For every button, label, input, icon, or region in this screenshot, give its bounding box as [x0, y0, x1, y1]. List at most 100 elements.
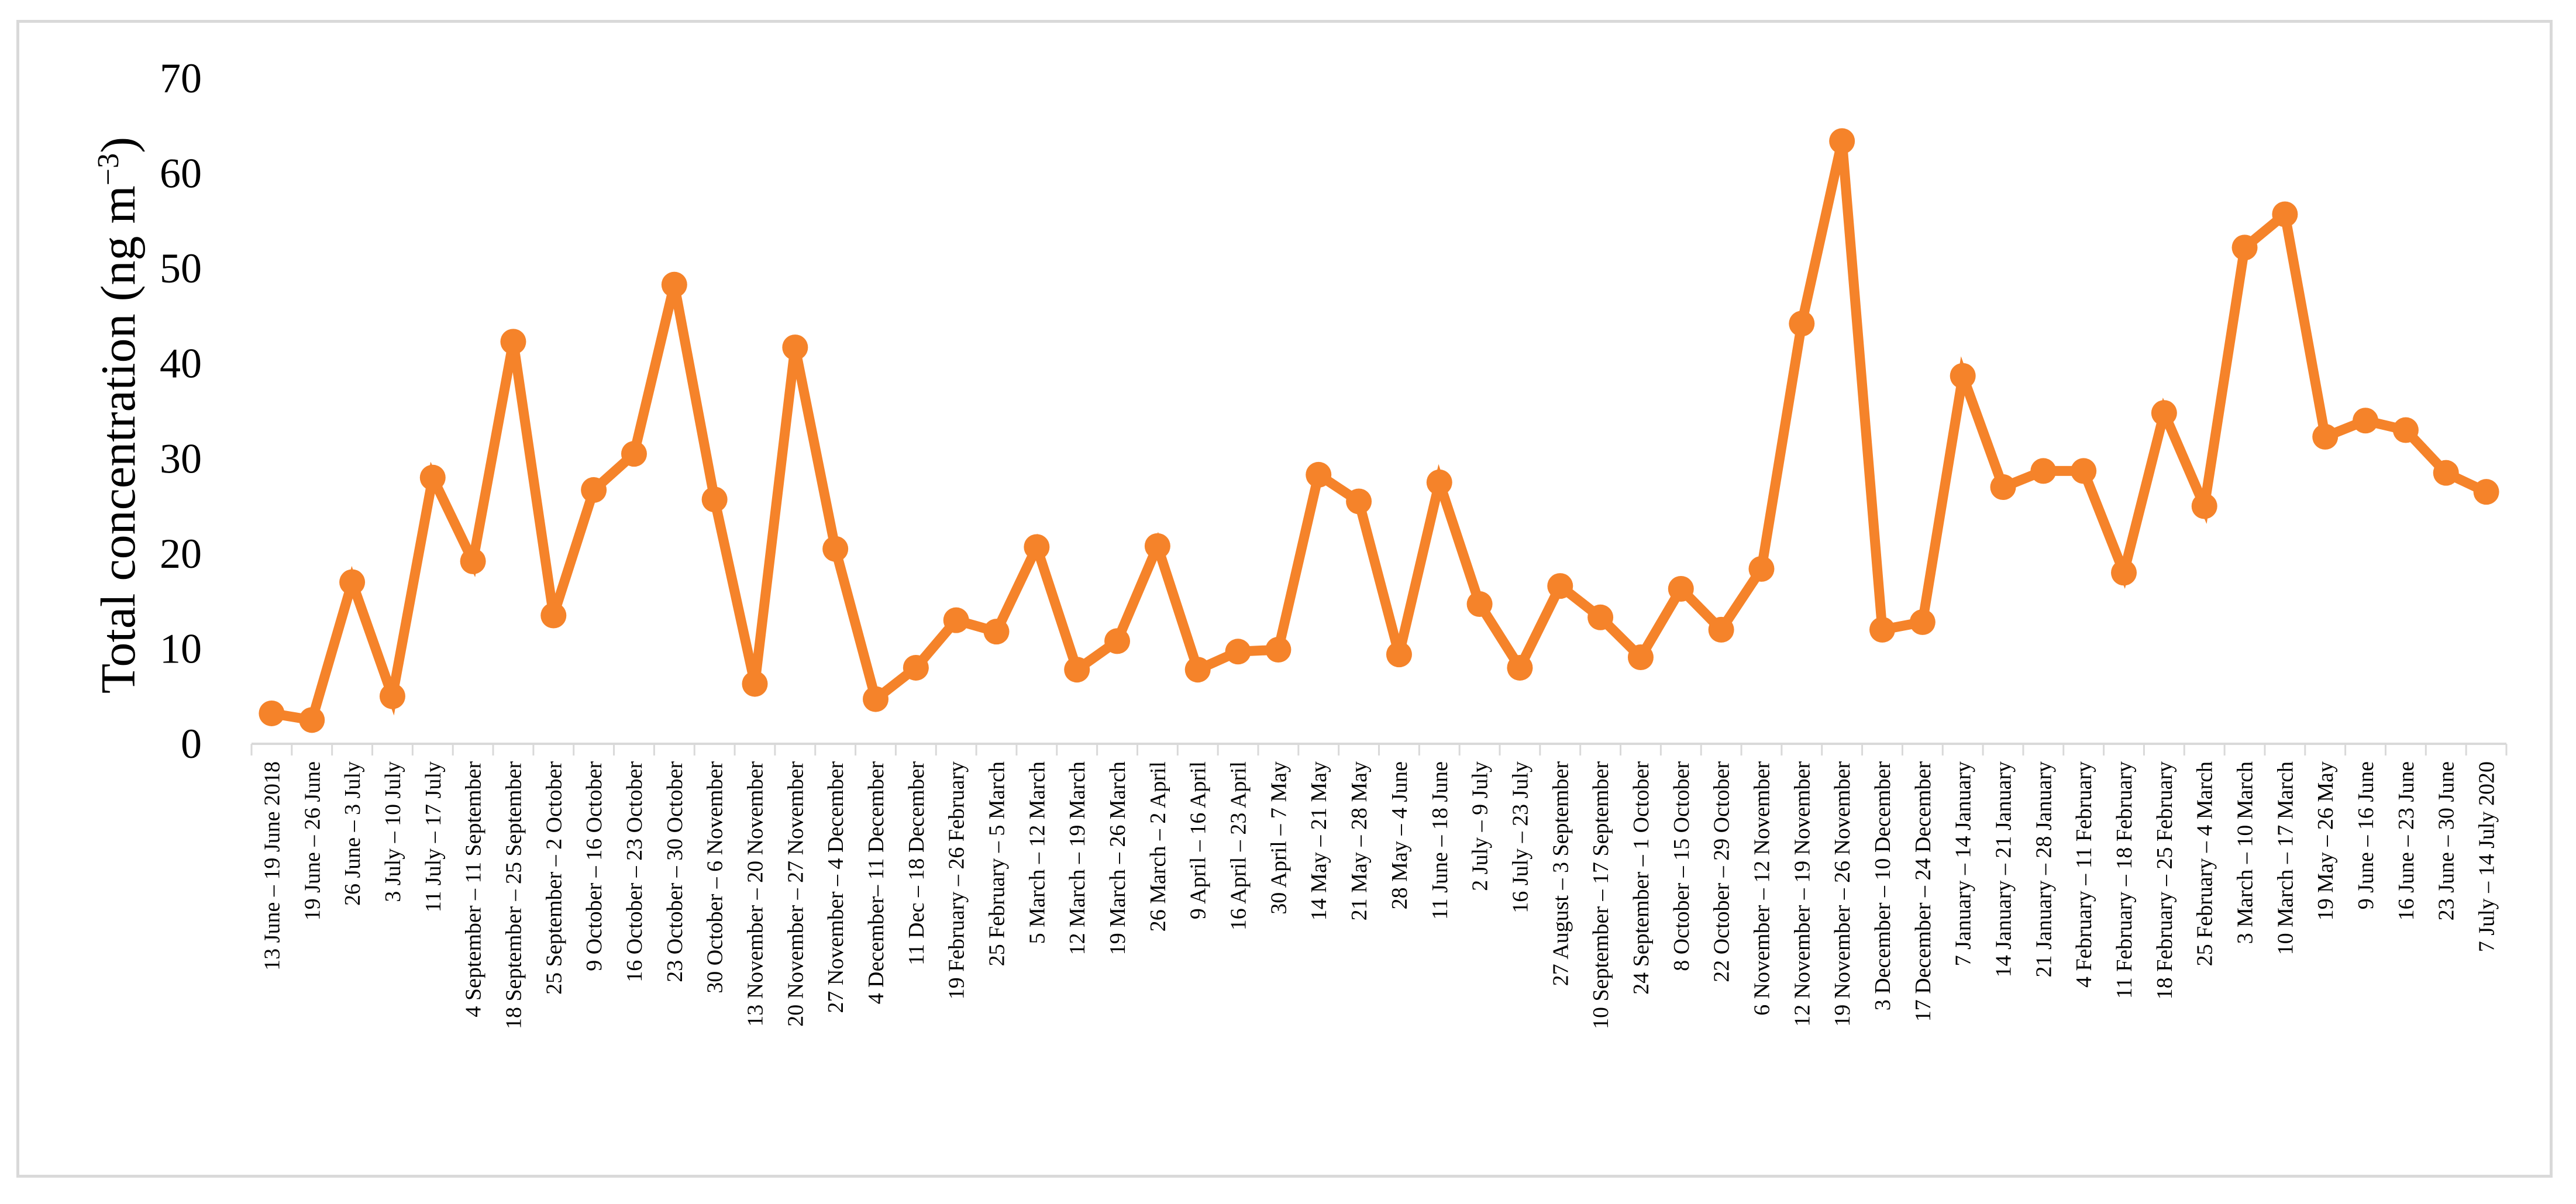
x-tick-label: 13 November – 20 November — [743, 761, 767, 1027]
data-point — [1950, 363, 1976, 389]
x-tick-label: 14 January – 21 January — [1992, 761, 2016, 977]
y-tick-label: 70 — [160, 55, 202, 102]
data-point — [822, 536, 849, 562]
data-point — [500, 329, 526, 355]
x-tick-label: 3 July – 10 July — [381, 761, 405, 902]
x-tick-label: 14 May – 21 May — [1307, 761, 1331, 920]
x-tick-label: 16 April – 23 April — [1227, 761, 1251, 930]
series-total-concentration — [259, 128, 2499, 733]
x-tick-label: 21 May – 28 May — [1347, 761, 1372, 920]
x-tick-label: 10 March – 17 March — [2273, 761, 2298, 955]
y-tick-label: 20 — [160, 530, 202, 577]
series-line — [271, 140, 2489, 726]
x-tick-label: 17 December – 24 December — [1911, 761, 1936, 1022]
data-point — [1386, 641, 1412, 668]
data-point — [379, 683, 405, 709]
data-point — [2392, 417, 2419, 443]
data-point — [581, 477, 607, 503]
data-point — [1909, 609, 1936, 635]
data-point — [2473, 479, 2499, 505]
data-point — [2071, 458, 2097, 484]
data-point — [1265, 637, 1292, 663]
data-point — [1306, 461, 1332, 488]
data-point — [1990, 474, 2016, 501]
data-point — [1064, 657, 1090, 683]
x-tick-label: 12 November – 19 November — [1790, 761, 1814, 1027]
data-point — [1748, 556, 1775, 582]
data-point — [1104, 628, 1131, 654]
x-tick-label: 4 September – 11 September — [462, 761, 486, 1017]
y-tick-label: 50 — [160, 245, 202, 292]
y-axis-label-text: Total concentration (ng m — [91, 185, 146, 694]
x-tick-label: 19 February – 26 February — [945, 761, 969, 999]
x-tick-label: 20 November – 27 November — [783, 761, 808, 1027]
data-point — [621, 441, 647, 467]
data-point — [1547, 573, 1573, 599]
x-tick-label: 30 April – 7 May — [1266, 761, 1291, 915]
x-tick-label: 23 October – 30 October — [663, 761, 687, 982]
data-point — [983, 619, 1010, 645]
x-tick-label: 11 Dec – 18 December — [904, 761, 929, 965]
data-point — [1708, 616, 1734, 643]
x-tick-label: 9 June – 16 June — [2354, 761, 2378, 909]
x-tick-label: 7 July – 14 July 2020 — [2475, 761, 2499, 952]
x-tick-label: 26 June – 3 July — [340, 761, 365, 906]
x-tick-label: 27 August – 3 September — [1548, 761, 1573, 986]
data-point — [742, 671, 768, 697]
data-point — [540, 602, 567, 629]
y-axis-label: Total concentration (ng m−3) — [91, 137, 146, 694]
x-tick-label: 9 April – 16 April — [1186, 761, 1211, 919]
y-tick-label: 0 — [181, 720, 202, 767]
x-tick-label: 19 May – 26 May — [2313, 761, 2338, 920]
chart-frame — [16, 20, 2553, 1178]
data-point — [460, 548, 486, 574]
x-tick-label: 11 June – 18 June — [1428, 761, 1452, 920]
x-tick-label: 28 May – 4 June — [1387, 761, 1412, 909]
x-tick-label: 16 October – 23 October — [622, 761, 647, 982]
data-point — [1869, 616, 1895, 643]
data-point — [2030, 458, 2057, 484]
x-tick-label: 6 November – 12 November — [1750, 761, 1774, 1016]
y-tick-label: 60 — [160, 150, 202, 197]
x-tick-label: 23 June – 30 June — [2434, 761, 2459, 920]
x-tick-label: 3 December – 10 December — [1871, 761, 1895, 1011]
x-tick-label: 7 January – 14 January — [1951, 761, 1976, 966]
data-point — [782, 334, 808, 361]
x-tick-label: 3 March – 10 March — [2233, 761, 2258, 944]
data-point — [903, 654, 929, 681]
data-point — [2272, 201, 2298, 227]
x-tick-label: 26 March – 2 April — [1146, 761, 1170, 932]
x-tick-label: 10 September – 17 September — [1589, 761, 1613, 1029]
data-point — [1507, 654, 1533, 681]
x-tick-label: 11 July – 17 July — [421, 761, 446, 912]
data-point — [259, 700, 285, 726]
x-tick-label: 8 October – 15 October — [1669, 761, 1694, 971]
data-point — [2353, 408, 2379, 434]
data-point — [863, 686, 889, 712]
x-tick-label: 5 March – 12 March — [1025, 761, 1049, 944]
data-point — [943, 607, 969, 633]
x-tick-label: 9 October – 16 October — [582, 761, 607, 971]
data-point — [661, 271, 687, 298]
x-tick-label: 25 September – 2 October — [542, 761, 566, 995]
y-axis-label-close: ) — [91, 137, 146, 153]
data-point — [1829, 128, 1855, 154]
x-tick-label: 19 March – 26 March — [1106, 761, 1130, 955]
data-point — [299, 707, 325, 733]
x-tick-label: 12 March – 19 March — [1065, 761, 1090, 955]
x-tick-label: 21 January – 28 January — [2031, 761, 2056, 977]
x-tick-label: 25 February – 5 March — [985, 761, 1010, 966]
data-point — [2191, 493, 2217, 519]
x-tick-label: 18 February – 25 February — [2153, 761, 2177, 999]
data-point — [339, 569, 366, 595]
y-tick-label: 10 — [160, 625, 202, 672]
data-point — [1466, 591, 1493, 617]
x-tick-label: 27 November – 4 December — [824, 761, 848, 1013]
x-tick-label: 19 November – 26 November — [1830, 761, 1855, 1027]
data-point — [1668, 576, 1694, 602]
data-point — [2433, 460, 2459, 486]
x-tick-label: 13 June – 19 June 2018 — [260, 761, 284, 971]
x-tick-label: 19 June – 26 June — [300, 761, 325, 920]
x-tick-label: 24 September – 1 October — [1629, 761, 1654, 995]
